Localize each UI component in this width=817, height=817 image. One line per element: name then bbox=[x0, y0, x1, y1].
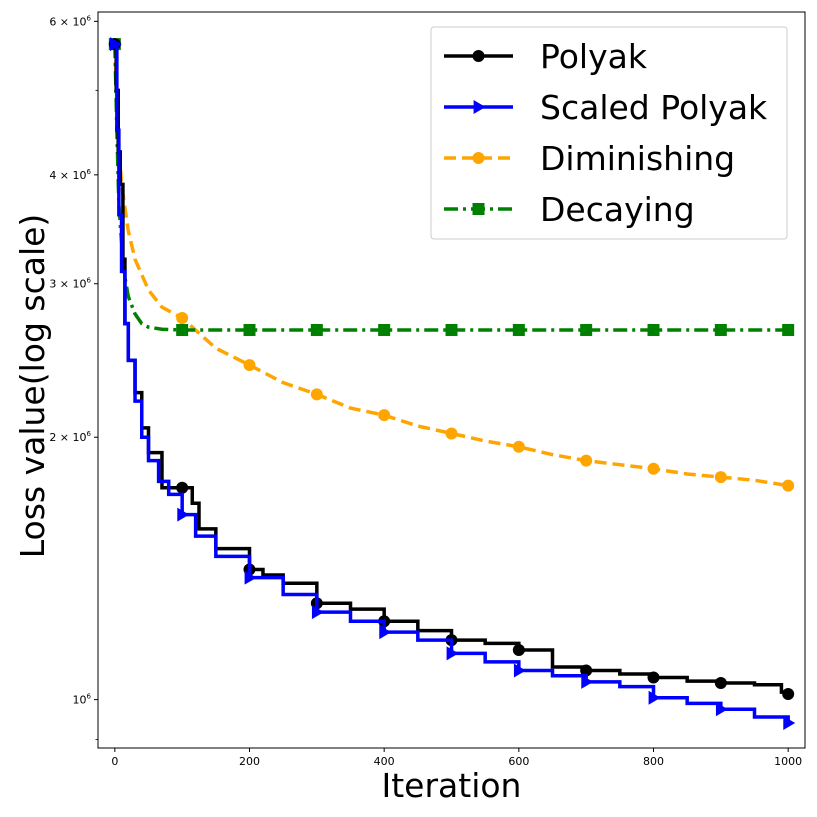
plot-frame bbox=[97, 11, 806, 749]
y-tick-label: 3 × 106 bbox=[49, 277, 91, 291]
legend-item-polyak: Polyak bbox=[444, 37, 648, 76]
y-tick-label: 4 × 106 bbox=[49, 168, 91, 182]
series-line bbox=[114, 42, 790, 724]
data-point bbox=[445, 427, 458, 440]
data-point bbox=[310, 388, 323, 401]
data-point bbox=[647, 462, 660, 475]
data-point bbox=[177, 507, 190, 522]
data-point bbox=[176, 481, 189, 494]
data-point bbox=[648, 690, 661, 705]
legend-label: Polyak bbox=[540, 37, 648, 76]
y-tick-label: 106 bbox=[73, 693, 92, 707]
series-diminishing bbox=[108, 38, 795, 492]
data-point bbox=[109, 37, 122, 52]
legend-item-diminishing: Diminishing bbox=[444, 139, 735, 178]
data-point bbox=[445, 323, 458, 336]
series-layer bbox=[108, 37, 796, 731]
data-point bbox=[310, 323, 323, 336]
data-point bbox=[243, 323, 256, 336]
data-point bbox=[176, 323, 189, 336]
data-point bbox=[446, 646, 459, 661]
axis-ticks: 0 200 400 600 800 1000 106 2 × 106 3 × 106 4 × 10… bbox=[49, 14, 802, 768]
data-point bbox=[647, 323, 660, 336]
data-point bbox=[581, 674, 594, 689]
data-point bbox=[580, 323, 593, 336]
legend-label: Diminishing bbox=[540, 139, 735, 178]
legend-marker bbox=[472, 152, 485, 164]
data-point bbox=[580, 664, 593, 677]
legend: Polyak Scaled Polyak Diminishing Decaying bbox=[430, 26, 788, 240]
legend-item-decaying: Decaying bbox=[444, 190, 695, 229]
data-point bbox=[311, 605, 324, 620]
data-point bbox=[512, 323, 525, 336]
x-tick-label: 1000 bbox=[774, 755, 802, 768]
data-point bbox=[782, 687, 795, 700]
x-axis-label: Iteration bbox=[382, 766, 522, 805]
data-point bbox=[782, 323, 795, 336]
data-point bbox=[714, 676, 727, 689]
data-point bbox=[647, 671, 660, 684]
data-point bbox=[715, 702, 728, 717]
data-point bbox=[512, 644, 525, 657]
legend-marker bbox=[472, 203, 485, 215]
data-point bbox=[378, 409, 391, 422]
data-point bbox=[512, 440, 525, 453]
data-point bbox=[782, 479, 795, 492]
data-point bbox=[176, 312, 189, 325]
data-point bbox=[379, 625, 392, 640]
data-point bbox=[783, 716, 796, 731]
legend-label: Scaled Polyak bbox=[540, 88, 768, 127]
legend-marker bbox=[472, 50, 485, 62]
data-point bbox=[580, 454, 593, 467]
legend-item-scaled-polyak: Scaled Polyak bbox=[444, 88, 768, 127]
legend-box bbox=[430, 26, 788, 240]
data-point bbox=[243, 359, 256, 372]
legend-marker bbox=[473, 100, 486, 114]
x-tick-label: 400 bbox=[374, 755, 395, 768]
data-point bbox=[378, 323, 391, 336]
series-scaled-polyak bbox=[109, 37, 796, 731]
series-line bbox=[113, 44, 789, 488]
y-axis-label: Loss value(log scale) bbox=[13, 214, 52, 559]
x-tick-label: 600 bbox=[508, 755, 529, 768]
data-point bbox=[244, 570, 257, 585]
x-tick-label: 200 bbox=[239, 755, 260, 768]
x-tick-label: 800 bbox=[643, 755, 664, 768]
y-tick-label: 6 × 106 bbox=[49, 14, 91, 28]
data-point bbox=[714, 471, 727, 484]
x-tick-label: 0 bbox=[111, 755, 118, 768]
y-tick-label: 2 × 106 bbox=[49, 430, 91, 444]
data-point bbox=[513, 663, 526, 678]
legend-label: Decaying bbox=[540, 190, 695, 229]
data-point bbox=[714, 323, 727, 336]
